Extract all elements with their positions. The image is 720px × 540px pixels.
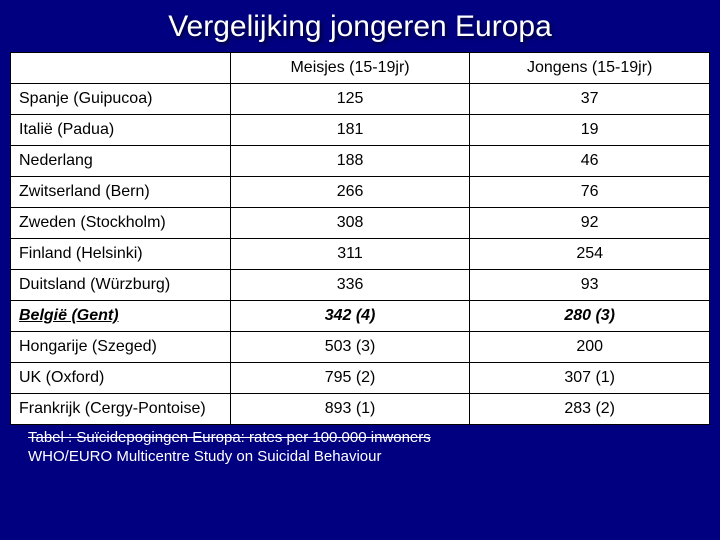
table-row: UK (Oxford)795 (2)307 (1) [11,363,710,394]
table-row: Duitsland (Würzburg)33693 [11,270,710,301]
country-cell: Spanje (Guipucoa) [11,84,231,115]
boys-cell: 254 [470,239,710,270]
boys-cell: 92 [470,208,710,239]
table-row: België (Gent)342 (4)280 (3) [11,301,710,332]
table-row: Zweden (Stockholm)30892 [11,208,710,239]
girls-cell: 336 [230,270,470,301]
country-cell: Italië (Padua) [11,115,231,146]
table-row: Frankrijk (Cergy-Pontoise)893 (1)283 (2) [11,394,710,425]
table-header-girls: Meisjes (15-19jr) [230,53,470,84]
table-row: Nederlang18846 [11,146,710,177]
country-cell: UK (Oxford) [11,363,231,394]
footer-line-1: Tabel : Suïcidepogingen Europa: rates pe… [28,429,431,446]
country-cell: België (Gent) [11,301,231,332]
boys-cell: 37 [470,84,710,115]
country-cell: Frankrijk (Cergy-Pontoise) [11,394,231,425]
girls-cell: 125 [230,84,470,115]
table-row: Zwitserland (Bern)26676 [11,177,710,208]
slide-title: Vergelijking jongeren Europa [0,0,720,52]
country-cell: Nederlang [11,146,231,177]
table-header-row: Meisjes (15-19jr) Jongens (15-19jr) [11,53,710,84]
table-row: Spanje (Guipucoa)12537 [11,84,710,115]
girls-cell: 893 (1) [230,394,470,425]
boys-cell: 76 [470,177,710,208]
country-cell: Zwitserland (Bern) [11,177,231,208]
boys-cell: 280 (3) [470,301,710,332]
table-row: Hongarije (Szeged)503 (3)200 [11,332,710,363]
girls-cell: 181 [230,115,470,146]
girls-cell: 188 [230,146,470,177]
table-header-boys: Jongens (15-19jr) [470,53,710,84]
girls-cell: 503 (3) [230,332,470,363]
boys-cell: 46 [470,146,710,177]
boys-cell: 200 [470,332,710,363]
comparison-table: Meisjes (15-19jr) Jongens (15-19jr) Span… [10,52,710,425]
girls-cell: 311 [230,239,470,270]
table-row: Finland (Helsinki)311254 [11,239,710,270]
girls-cell: 266 [230,177,470,208]
boys-cell: 19 [470,115,710,146]
footer-line-2: WHO/EURO Multicentre Study on Suicidal B… [28,448,381,465]
footer-note: Tabel : Suïcidepogingen Europa: rates pe… [0,425,720,467]
boys-cell: 307 (1) [470,363,710,394]
country-cell: Hongarije (Szeged) [11,332,231,363]
country-cell: Finland (Helsinki) [11,239,231,270]
girls-cell: 342 (4) [230,301,470,332]
girls-cell: 795 (2) [230,363,470,394]
girls-cell: 308 [230,208,470,239]
country-cell: Duitsland (Würzburg) [11,270,231,301]
boys-cell: 283 (2) [470,394,710,425]
country-cell: Zweden (Stockholm) [11,208,231,239]
table-header-blank [11,53,231,84]
table-row: Italië (Padua)18119 [11,115,710,146]
boys-cell: 93 [470,270,710,301]
